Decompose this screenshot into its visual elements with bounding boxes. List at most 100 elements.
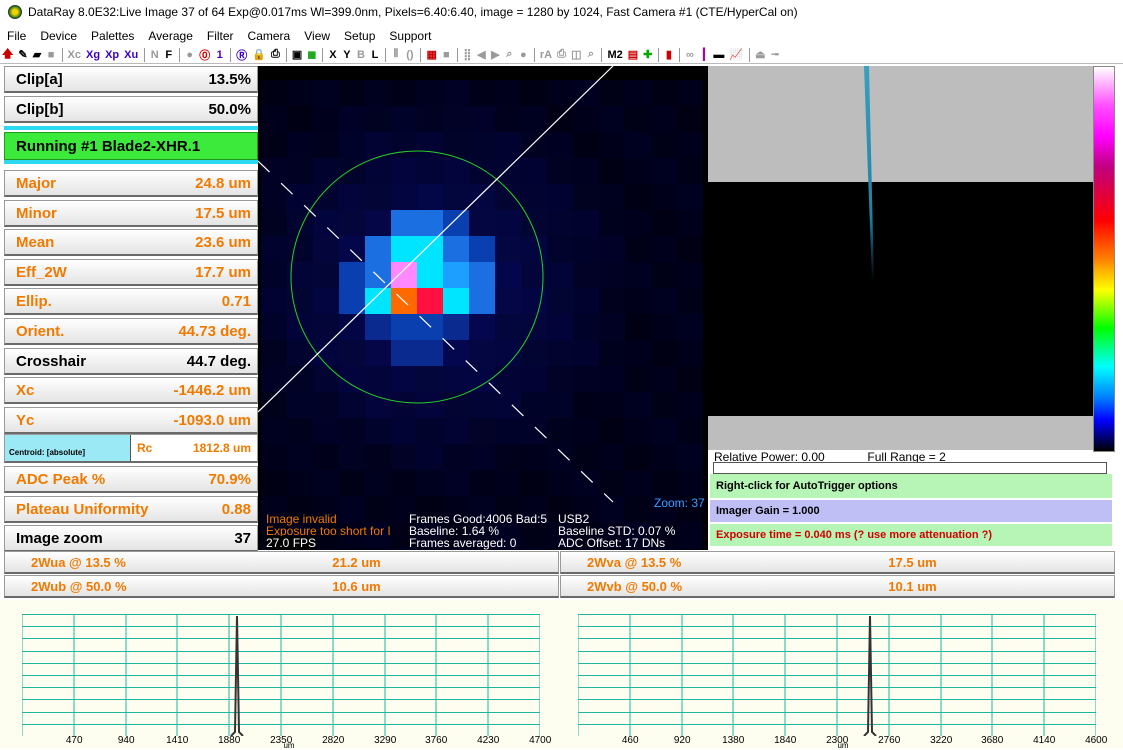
toolbar-y-button[interactable]: Y xyxy=(343,48,351,61)
2wub-row[interactable]: 2Wub @ 50.0 % 10.6 um xyxy=(4,575,559,598)
toolbar-m2-button[interactable]: M2 xyxy=(607,48,623,61)
black-red-icon[interactable]: ▬ xyxy=(713,48,725,61)
beam-pixel xyxy=(417,262,443,288)
relative-power-line: Relative Power: 0.00 Full Range = 2 xyxy=(714,450,946,464)
stop-circle-icon[interactable]: ● xyxy=(186,48,194,61)
crosshair-green-icon[interactable]: ✚ xyxy=(643,49,653,61)
menu-setup[interactable]: Setup xyxy=(344,29,376,43)
toolbar-f-button[interactable]: F xyxy=(165,48,173,61)
2wvb-row[interactable]: 2Wvb @ 50.0 % 10.1 um xyxy=(560,575,1115,598)
v-profile-plot[interactable] xyxy=(578,614,1096,736)
toolbar-x-button[interactable]: X xyxy=(329,48,337,61)
menu-view[interactable]: View xyxy=(304,29,331,43)
thermometer-icon[interactable]: ▮ xyxy=(665,49,672,61)
exposure-time-slider[interactable]: Exposure time = 0.040 ms (? use more att… xyxy=(710,524,1112,546)
toolbar-l-button[interactable]: L xyxy=(371,48,379,61)
beam-pixel xyxy=(599,392,625,418)
beam-pixel xyxy=(547,340,573,366)
crosshair-row[interactable]: Crosshair 44.7 deg. xyxy=(4,348,258,375)
centroid-mode-label[interactable]: Centroid: [absolute] xyxy=(5,435,131,461)
beam-pixel xyxy=(469,106,495,132)
arrow-right-icon[interactable]: ▶ xyxy=(491,49,500,61)
pencil-icon[interactable]: ✎ xyxy=(18,49,28,61)
toolbar-xg-button[interactable]: Xg xyxy=(86,48,101,61)
grid-red-icon[interactable]: ▦ xyxy=(426,49,437,61)
toolbar-xp-button[interactable]: Xp xyxy=(105,48,120,61)
beam-pixel xyxy=(547,548,573,550)
parentheses-icon[interactable]: () xyxy=(406,48,414,61)
matrix-icon[interactable]: ⣿ xyxy=(463,49,472,61)
dash-icon[interactable]: ╼ xyxy=(771,49,779,61)
up-arrow-icon[interactable]: 🡅 xyxy=(2,48,14,60)
image-zoom-row[interactable]: Image zoom 37 xyxy=(4,525,258,552)
arrow-left-icon[interactable]: ◀ xyxy=(477,49,486,61)
toolbar-one-button[interactable]: 1 xyxy=(216,48,223,61)
ellip-row[interactable]: Ellip. 0.71 xyxy=(4,288,258,315)
toolbar-divider xyxy=(456,47,458,62)
menu-palettes[interactable]: Palettes xyxy=(91,29,135,43)
single-shot-icon[interactable]: ⓪ xyxy=(199,49,211,62)
menu-filter[interactable]: Filter xyxy=(206,29,234,43)
toolbar-n-button[interactable]: N xyxy=(150,48,159,61)
minor-row[interactable]: Minor 17.5 um xyxy=(4,200,258,227)
weight-icon[interactable]: ⏏ xyxy=(755,49,766,61)
box-icon[interactable]: ▣ xyxy=(291,49,303,61)
plateau-uniformity-row[interactable]: Plateau Uniformity 0.88 xyxy=(4,496,258,523)
menu-average[interactable]: Average xyxy=(148,29,193,43)
toolbar-xu-button[interactable]: Xu xyxy=(124,48,139,61)
xc-row[interactable]: Xc -1446.2 um xyxy=(4,377,258,404)
beam-pixel xyxy=(547,496,573,522)
beam-pixel xyxy=(573,444,599,470)
imager-gain-slider[interactable]: Imager Gain = 1.000 xyxy=(710,500,1112,522)
orient-row[interactable]: Orient. 44.73 deg. xyxy=(4,318,258,345)
zoom-icon[interactable]: ⌕ xyxy=(587,48,595,60)
major-row[interactable]: Major 24.8 um xyxy=(4,170,258,197)
eff-2w-row[interactable]: Eff_2W 17.7 um xyxy=(4,259,258,286)
menu-support[interactable]: Support xyxy=(389,29,432,43)
bracket-icon[interactable]: ⦀ xyxy=(393,48,399,60)
beam-image-view[interactable]: Zoom: 37 xyxy=(258,66,708,550)
baseline-std-text: Baseline STD: 0.07 % xyxy=(558,524,676,538)
printer-grey-icon[interactable]: ⎙ xyxy=(557,48,566,60)
ra-icon[interactable]: rA xyxy=(539,48,553,61)
chart-icon[interactable]: 📈 xyxy=(729,49,744,61)
green-square-icon[interactable]: ◼ xyxy=(307,49,317,61)
bars-icon[interactable]: ┃ xyxy=(700,49,708,61)
profile-view[interactable] xyxy=(708,66,1093,450)
camera-icon[interactable]: ◫ xyxy=(571,49,582,61)
toolbar-xc-button[interactable]: Xc xyxy=(67,48,81,61)
yc-row[interactable]: Yc -1093.0 um xyxy=(4,407,258,434)
clip-a-value: 13.5% xyxy=(208,70,251,88)
r-circle-icon[interactable]: Ⓡ xyxy=(236,49,248,62)
autotrigger-hint[interactable]: Right-click for AutoTrigger options xyxy=(710,474,1112,498)
centroid-row[interactable]: Centroid: [absolute] Rc 1812.8 um xyxy=(4,434,258,463)
u-profile-plot[interactable] xyxy=(22,614,540,736)
running-status-bar[interactable]: Running #1 Blade2-XHR.1 xyxy=(4,132,258,160)
open-folder-icon[interactable]: ▰ xyxy=(32,49,42,61)
mean-row[interactable]: Mean 23.6 um xyxy=(4,229,258,256)
link-icon[interactable]: ∞ xyxy=(685,48,694,61)
2wua-row[interactable]: 2Wua @ 13.5 % 21.2 um xyxy=(4,551,559,574)
menu-file[interactable]: File xyxy=(7,29,27,43)
m2-chart-icon[interactable]: ▤ xyxy=(627,49,639,61)
color-palette-bar[interactable] xyxy=(1093,66,1115,452)
magnifier-icon[interactable]: ⌕ xyxy=(506,48,513,60)
grey-square-icon[interactable]: ■ xyxy=(443,48,450,61)
menu-device[interactable]: Device xyxy=(40,29,78,43)
adc-peak-row[interactable]: ADC Peak % 70.9% xyxy=(4,466,258,493)
v-axis-tick-label: 2300 xyxy=(826,735,849,746)
beam-pixel xyxy=(261,184,287,210)
toolbar-b-button[interactable]: B xyxy=(356,48,365,61)
beam-pixel xyxy=(469,392,495,418)
2wva-row[interactable]: 2Wva @ 13.5 % 17.5 um xyxy=(560,551,1115,574)
save-disk-icon[interactable]: ■ xyxy=(47,48,55,61)
profile-plot xyxy=(864,66,874,281)
beam-pixel xyxy=(365,106,391,132)
print-icon[interactable]: ⎙ xyxy=(270,48,280,60)
lock-icon[interactable]: 🔒 xyxy=(252,49,266,61)
beam-pixel xyxy=(521,444,547,470)
clip-a-row[interactable]: Clip[a] 13.5% xyxy=(4,66,258,93)
menu-camera[interactable]: Camera xyxy=(247,29,291,43)
circle-icon[interactable]: ● xyxy=(520,48,527,61)
clip-b-row[interactable]: Clip[b] 50.0% xyxy=(4,96,258,123)
